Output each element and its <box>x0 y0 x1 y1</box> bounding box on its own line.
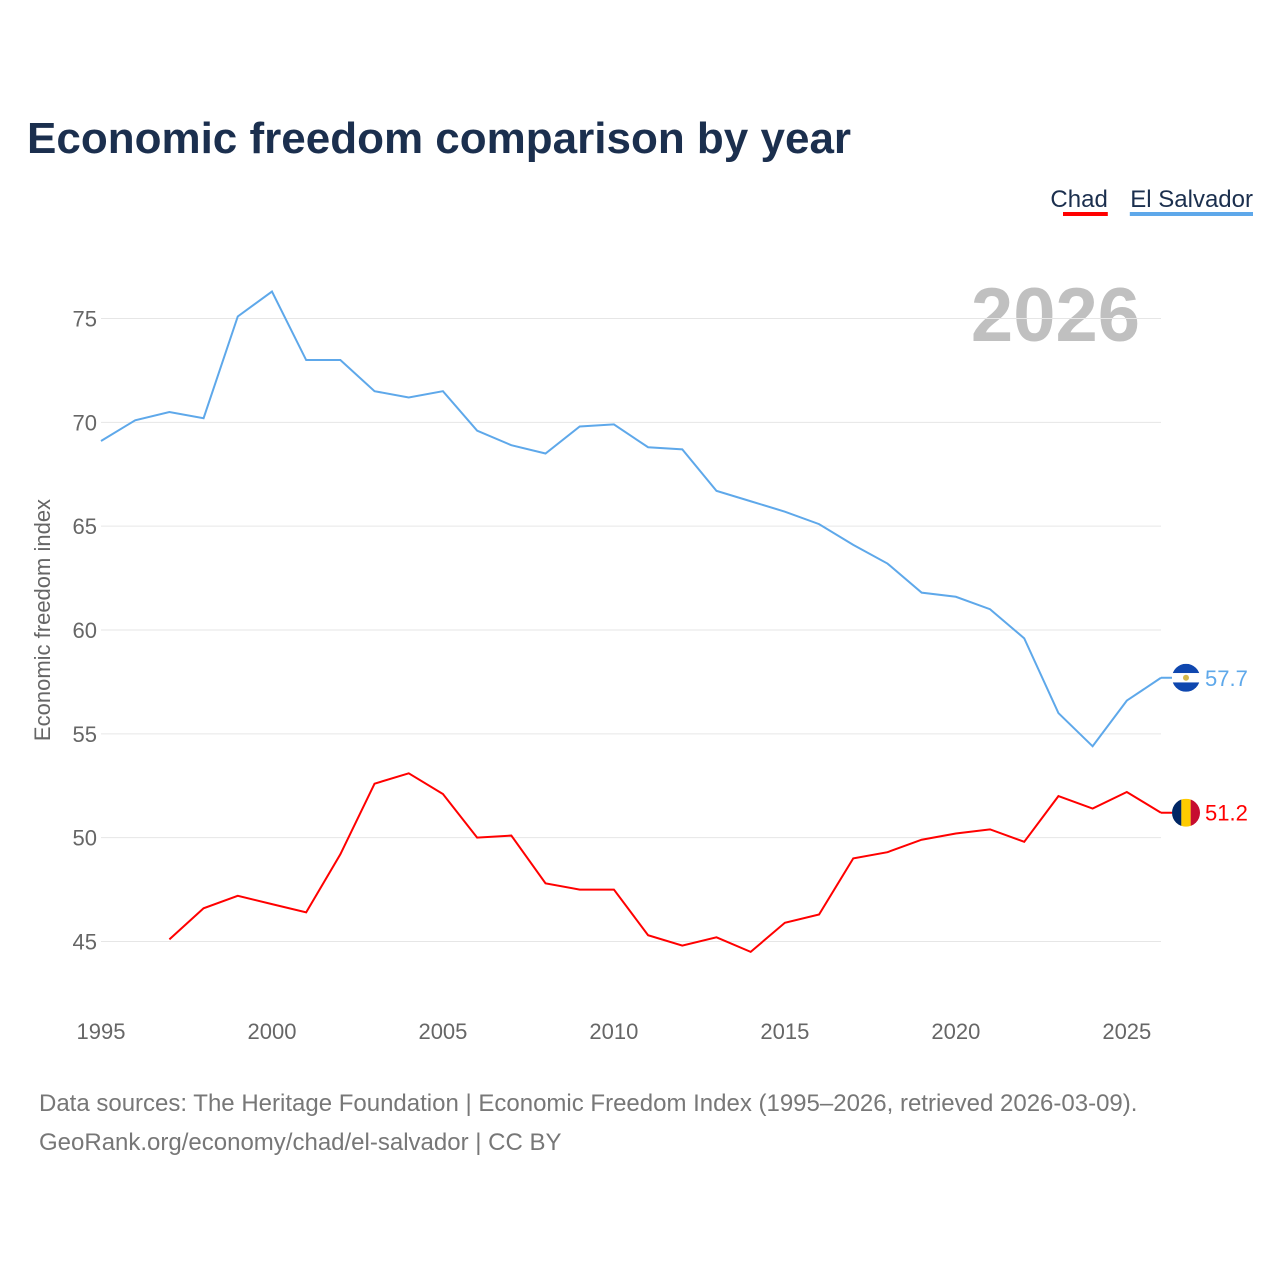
legend: El Salvador Chad <box>1050 186 1253 216</box>
x-tick-label: 2020 <box>931 1019 980 1044</box>
x-tick-label: 2025 <box>1102 1019 1151 1044</box>
x-tick-label: 2000 <box>247 1019 296 1044</box>
y-tick-label: 60 <box>73 618 97 643</box>
x-tick-label: 1995 <box>77 1019 126 1044</box>
x-axis: 1995 2000 2005 2010 2015 2020 2025 <box>77 1019 1152 1044</box>
y-tick-label: 55 <box>73 722 97 747</box>
y-tick-label: 45 <box>73 929 97 954</box>
legend-swatch <box>1063 212 1108 216</box>
legend-label: El Salvador <box>1130 186 1253 213</box>
y-axis: 45 50 55 60 65 70 75 <box>73 307 97 955</box>
x-tick-label: 2005 <box>418 1019 467 1044</box>
x-tick-label: 2010 <box>589 1019 638 1044</box>
el-salvador-flag-icon <box>1172 663 1200 692</box>
end-value-label: 51.2 <box>1205 801 1248 826</box>
series-line-chad <box>168 772 1162 954</box>
footer-source: Data sources: The Heritage Foundation | … <box>39 1090 1137 1117</box>
series-line-el-salvador <box>100 290 1162 748</box>
y-tick-label: 75 <box>73 307 97 332</box>
series-lines <box>100 290 1162 954</box>
legend-swatch <box>1129 212 1253 216</box>
chad-flag-icon <box>1172 798 1200 827</box>
y-axis-label: Economic freedom index <box>30 499 55 741</box>
year-watermark: 2026 <box>971 273 1140 358</box>
y-tick-label: 50 <box>73 826 97 851</box>
chart-title: Economic freedom comparison by year <box>27 114 851 163</box>
y-tick-label: 70 <box>73 410 97 435</box>
footer-url: GeoRank.org/economy/chad/el-salvador | C… <box>39 1129 561 1156</box>
y-tick-label: 65 <box>73 514 97 539</box>
end-value-label: 57.7 <box>1205 666 1248 691</box>
x-tick-label: 2015 <box>760 1019 809 1044</box>
legend-label: Chad <box>1050 186 1107 213</box>
grid <box>101 318 1161 942</box>
end-labels: 51.2 57.7 <box>1161 663 1248 827</box>
